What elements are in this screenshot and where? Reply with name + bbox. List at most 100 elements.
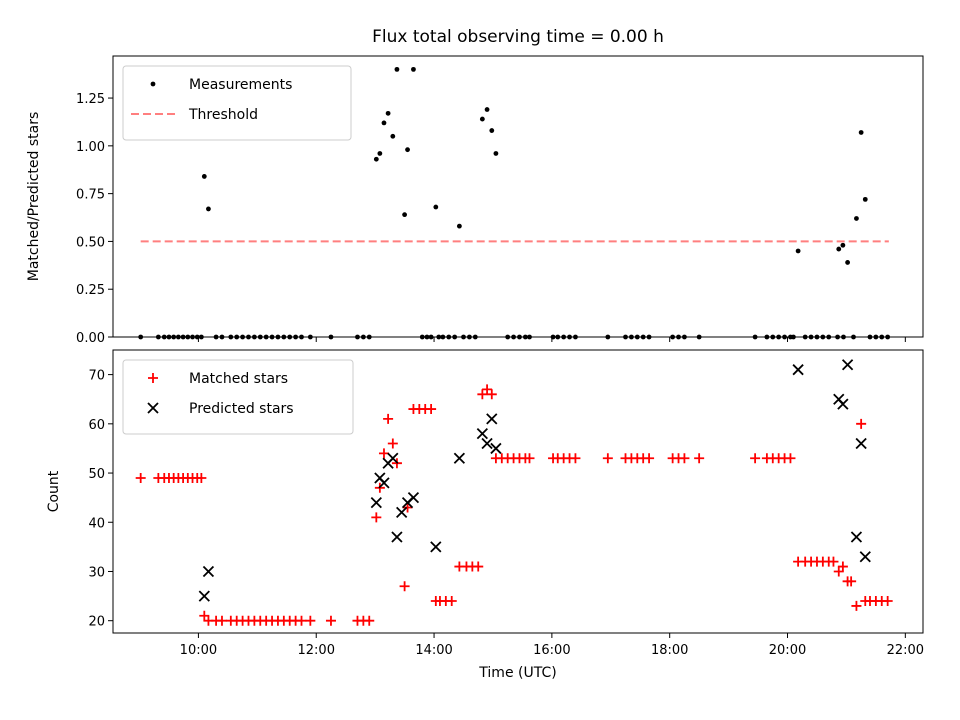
legend: Matched stars Predicted stars [122,359,354,435]
matched-star-point [387,438,398,449]
measurement-point [201,174,207,179]
matched-star-point [524,453,535,464]
predicted-star-point [486,413,498,425]
x-tick-label: 10:00 [180,643,217,658]
predicted-star-point [407,492,420,504]
matched-star-point [750,453,761,464]
matched-star-point [482,384,493,395]
matched-star-point [570,453,581,464]
y-tick-label: 0.50 [76,235,105,250]
predicted-star-point [490,442,502,455]
measurement-point [840,242,846,248]
matched-star-point [851,600,862,611]
matched-star-point [216,615,227,626]
y-tick-label: 1.25 [76,92,105,107]
measurement-point [836,246,842,252]
axes-frame [112,55,924,338]
matched-star-point [473,561,484,572]
y-axis-label: Count [46,470,62,512]
x-tick-label: 12:00 [298,643,335,658]
predicted-star-point [792,364,804,376]
measurement-point [489,128,495,133]
predicted-star-point [453,452,466,464]
measurements-panel: Flux total observing time = 0.00 h 0.00 0.… [26,27,924,346]
measurement-point [433,204,439,210]
measurement-point [373,156,379,162]
predicted-star-point [202,565,215,578]
predicted-star-point [396,506,408,519]
matched-star-point [135,472,146,483]
y-tick-label: 0.75 [76,188,105,203]
legend-label: Threshold [188,107,258,123]
legend-label: Predicted stars [189,401,294,417]
x-tick-label: 22:00 [887,643,924,658]
matched-star-point [196,472,207,483]
counts-panel: 10:00 12:00 14:00 16:00 18:00 20:00 22:00 20 30 4… [46,349,924,681]
matched-star-point [399,581,410,592]
predicted-star-point [198,590,210,602]
matched-star-point [446,596,457,607]
x-tick-label: 18:00 [651,643,688,658]
legend-box [122,65,352,141]
matched-star-point [426,404,437,415]
legend-label: Matched stars [189,371,288,387]
legend-marker [150,81,156,87]
x-tick-label: 20:00 [769,643,806,658]
matched-star-point [402,502,413,513]
matched-star-point [856,418,867,429]
y-axis-label: Matched/Predicted stars [26,112,42,282]
predicted-star-point [430,541,442,553]
series-predicted-stars [198,359,871,602]
y-tick-label: 70 [88,369,105,384]
matched-star-point [828,556,839,567]
predicted-star-point [370,496,382,509]
measurement-point [411,66,416,72]
chart-title: Flux total observing time = 0.00 h [372,27,664,47]
legend-label: Measurements [189,77,292,93]
predicted-star-point [855,437,867,450]
x-tick-label: 14:00 [415,643,452,658]
y-tick-label: 50 [88,467,105,482]
matched-star-point [477,389,488,400]
matched-star-point [837,561,848,572]
matched-star-point [846,576,857,587]
legend-marker [148,373,158,383]
predicted-star-point [387,452,399,464]
matched-star-point [486,389,497,400]
measurement-point [862,196,868,202]
matched-star-point [296,615,307,626]
predicted-star-point [837,398,849,410]
matched-star-point [694,453,705,464]
y-tick-label: 60 [88,418,105,433]
predicted-star-point [481,437,493,450]
matched-star-point [882,596,893,607]
matched-star-point [371,512,382,523]
matched-star-point [378,448,389,459]
measurement-point [484,107,490,112]
measurement-point [845,260,850,265]
legend: Measurements Threshold [122,65,352,141]
measurement-point [390,133,396,139]
y-tick-label: 40 [88,516,105,531]
predicted-star-point [476,428,488,440]
measurement-point [377,151,383,156]
matched-star-point [785,453,796,464]
measurement-point [479,116,485,122]
y-tick-label: 0.25 [76,283,105,298]
predicted-star-point [850,531,863,543]
measurement-point [394,66,400,72]
measurement-point [858,130,864,135]
predicted-star-point [391,531,403,543]
y-tick-label: 30 [88,565,105,580]
matched-star-point [364,615,375,626]
predicted-star-point [841,359,854,371]
axes-frame [112,349,924,634]
matched-star-point [325,615,336,626]
y-tick-label: 0.00 [76,331,105,346]
matched-star-point [305,615,316,626]
x-tick-label: 16:00 [533,643,570,658]
measurement-point [456,223,462,229]
predicted-star-point [859,551,871,563]
matched-star-point [383,413,394,424]
